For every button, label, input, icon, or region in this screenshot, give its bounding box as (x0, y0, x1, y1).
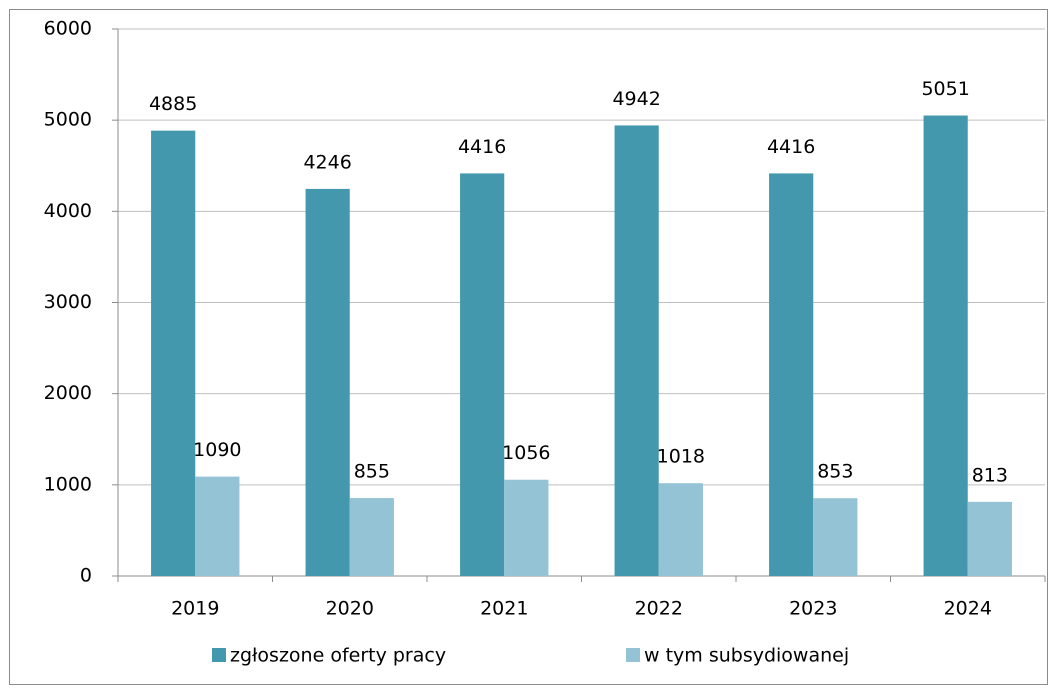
x-tick-label: 2022 (635, 598, 683, 620)
bar (769, 173, 814, 576)
x-tick-label: 2023 (789, 598, 837, 620)
data-label: 4416 (767, 136, 815, 158)
x-tick-label: 2020 (326, 598, 374, 620)
data-label: 1090 (193, 439, 241, 461)
data-label: 4885 (149, 93, 197, 115)
y-tick-label: 4000 (44, 200, 92, 222)
legend-swatch (212, 648, 226, 662)
data-label: 1056 (502, 442, 550, 464)
bar (967, 501, 1012, 576)
y-tick-label: 2000 (44, 382, 92, 404)
bar (460, 173, 505, 576)
data-label: 853 (817, 461, 853, 483)
bar (923, 115, 968, 577)
data-label: 4246 (303, 151, 351, 173)
bar (195, 476, 240, 576)
data-label: 855 (354, 461, 390, 483)
bar (658, 483, 703, 576)
bar (504, 479, 549, 576)
data-label: 5051 (921, 78, 969, 100)
legend-label: zgłoszone oferty pracy (230, 645, 446, 667)
x-tick-label: 2024 (944, 598, 992, 620)
legend-label: w tym subsydiowanej (644, 645, 849, 667)
bar (151, 130, 196, 577)
legend-swatch (626, 648, 640, 662)
bar (305, 188, 350, 577)
y-tick-label: 0 (80, 565, 92, 587)
data-label: 1018 (657, 446, 705, 468)
bar (349, 498, 394, 576)
x-tick-label: 2021 (480, 598, 528, 620)
data-label: 813 (972, 464, 1008, 486)
data-label: 4416 (458, 136, 506, 158)
bar (614, 125, 659, 576)
y-tick-label: 3000 (44, 291, 92, 313)
data-label: 4942 (612, 88, 660, 110)
y-tick-label: 5000 (44, 109, 92, 131)
y-tick-label: 1000 (44, 473, 92, 495)
x-tick-label: 2019 (171, 598, 219, 620)
bar (813, 498, 858, 576)
y-tick-label: 6000 (44, 18, 92, 40)
